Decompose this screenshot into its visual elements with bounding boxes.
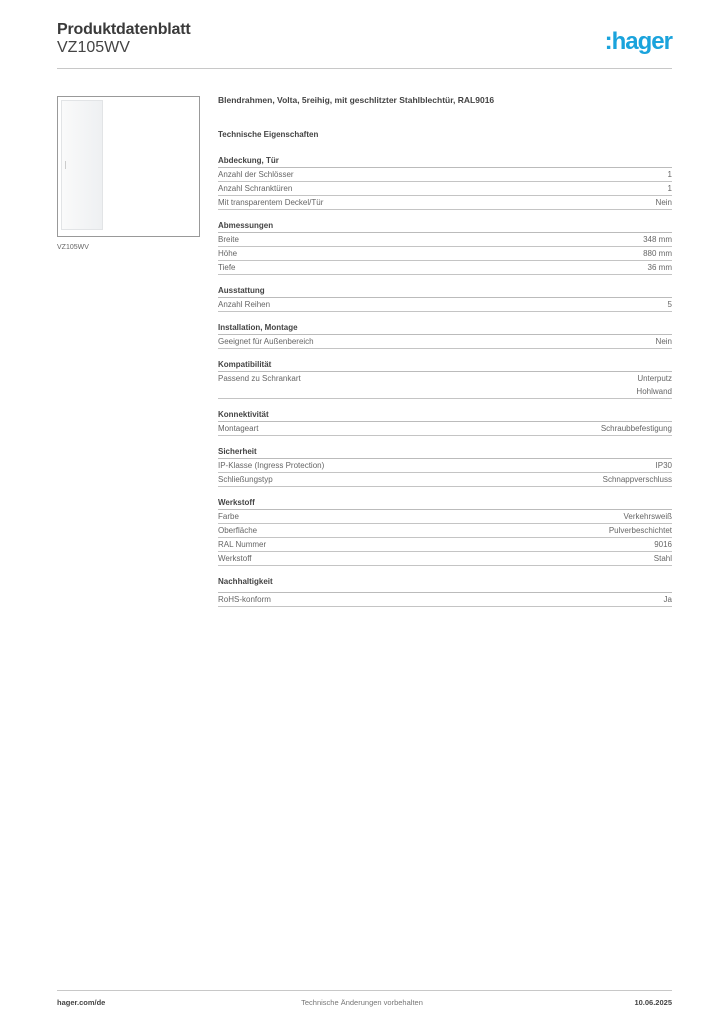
property-section: Werkstoff Farbe Verkehrsweiß Oberfläche Pulv…: [218, 497, 672, 566]
product-details: Blendrahmen, Volta, 5reihig, mit geschli…: [218, 95, 672, 607]
property-row: Anzahl der Schlösser 1: [218, 168, 672, 182]
property-label: Anzahl der Schlösser: [218, 170, 294, 179]
footer-divider: [57, 990, 672, 991]
property-section: Sicherheit IP-Klasse (Ingress Protection)…: [218, 446, 672, 487]
property-value: Unterputz Hohlwand: [636, 374, 672, 396]
property-row: Schließungstyp Schnappverschluss: [218, 473, 672, 487]
property-value: IP30: [655, 461, 672, 470]
property-value: 348 mm: [643, 235, 672, 244]
property-section: Ausstattung Anzahl Reihen 5: [218, 285, 672, 312]
property-label: Passend zu Schrankart: [218, 374, 301, 383]
property-label: Höhe: [218, 249, 238, 258]
property-label: Farbe: [218, 512, 239, 521]
property-row: IP-Klasse (Ingress Protection) IP30: [218, 459, 672, 473]
section-heading: Konnektivität: [218, 409, 672, 422]
section-heading: Installation, Montage: [218, 322, 672, 335]
property-row: Tiefe 36 mm: [218, 261, 672, 275]
property-section: Nachhaltigkeit RoHS-konform Ja: [218, 576, 672, 607]
property-row: RAL Nummer 9016: [218, 538, 672, 552]
section-heading: Werkstoff: [218, 497, 672, 510]
property-label: Werkstoff: [218, 554, 252, 563]
property-label: Anzahl Reihen: [218, 300, 271, 309]
property-value: Stahl: [653, 554, 672, 563]
product-image: [57, 96, 200, 237]
property-label: Oberfläche: [218, 526, 258, 535]
property-label: Tiefe: [218, 263, 236, 272]
property-section: Abdeckung, Tür Anzahl der Schlösser 1 Anzah…: [218, 155, 672, 210]
property-value: Schnappverschluss: [602, 475, 672, 484]
property-section: Konnektivität Montageart Schraubbefestigun…: [218, 409, 672, 436]
footer-notice: Technische Änderungen vorbehalten: [301, 998, 423, 1007]
properties-list: Abdeckung, Tür Anzahl der Schlösser 1 Anzah…: [218, 155, 672, 607]
property-row: Werkstoff Stahl: [218, 552, 672, 566]
property-row: Passend zu Schrankart Unterputz Hohlwand: [218, 372, 672, 399]
property-label: Montageart: [218, 424, 259, 433]
property-value: 1: [667, 170, 672, 179]
property-value: Pulverbeschichtet: [608, 526, 672, 535]
property-row: Anzahl Reihen 5: [218, 298, 672, 312]
property-row: Farbe Verkehrsweiß: [218, 510, 672, 524]
property-value: Verkehrsweiß: [623, 512, 672, 521]
property-section: Abmessungen Breite 348 mm Höhe 880 mm Tiefe 36…: [218, 220, 672, 275]
property-label: RAL Nummer: [218, 540, 267, 549]
property-label: IP-Klasse (Ingress Protection): [218, 461, 325, 470]
section-heading: Kompatibilität: [218, 359, 672, 372]
property-label: Geeignet für Außenbereich: [218, 337, 314, 346]
property-value: Ja: [663, 595, 672, 604]
section-heading: Ausstattung: [218, 285, 672, 298]
property-label: Schließungstyp: [218, 475, 273, 484]
property-value: 5: [667, 300, 672, 309]
footer-website: hager.com/de: [57, 998, 106, 1007]
product-code: VZ105WV: [57, 39, 130, 56]
property-row: RoHS-konform Ja: [218, 593, 672, 607]
property-label: RoHS-konform: [218, 595, 271, 604]
header-divider: [57, 68, 672, 69]
property-value: 9016: [654, 540, 672, 549]
section-heading: Abdeckung, Tür: [218, 155, 672, 168]
footer-date: 10.06.2025: [634, 998, 672, 1007]
door-illustration: [61, 100, 103, 230]
property-label: Anzahl Schranktüren: [218, 184, 293, 193]
property-row: Montageart Schraubbefestigung: [218, 422, 672, 436]
section-heading: Abmessungen: [218, 220, 672, 233]
property-value: Nein: [655, 337, 672, 346]
property-label: Mit transparentem Deckel/Tür: [218, 198, 324, 207]
image-caption: VZ105WV: [57, 244, 89, 251]
property-row: Höhe 880 mm: [218, 247, 672, 261]
property-row: Mit transparentem Deckel/Tür Nein: [218, 196, 672, 210]
property-row: Geeignet für Außenbereich Nein: [218, 335, 672, 349]
hager-logo: :hager: [604, 28, 673, 55]
property-row: Anzahl Schranktüren 1: [218, 182, 672, 196]
property-row: Oberfläche Pulverbeschichtet: [218, 524, 672, 538]
property-section: Kompatibilität Passend zu Schrankart Unter…: [218, 359, 672, 399]
door-handle: [65, 161, 66, 169]
property-value: 880 mm: [643, 249, 672, 258]
property-section: Installation, Montage Geeignet für Außenb…: [218, 322, 672, 349]
page-title: Produktdatenblatt: [57, 21, 191, 38]
property-value: Schraubbefestigung: [600, 424, 672, 433]
section-heading: Sicherheit: [218, 446, 672, 459]
product-description: Blendrahmen, Volta, 5reihig, mit geschli…: [218, 95, 495, 105]
property-value: 1: [667, 184, 672, 193]
property-label: Breite: [218, 235, 239, 244]
tech-heading: Technische Eigenschaften: [218, 130, 319, 139]
property-value: 36 mm: [647, 263, 672, 272]
property-row: Breite 348 mm: [218, 233, 672, 247]
property-value: Nein: [655, 198, 672, 207]
section-heading: Nachhaltigkeit: [218, 576, 672, 593]
